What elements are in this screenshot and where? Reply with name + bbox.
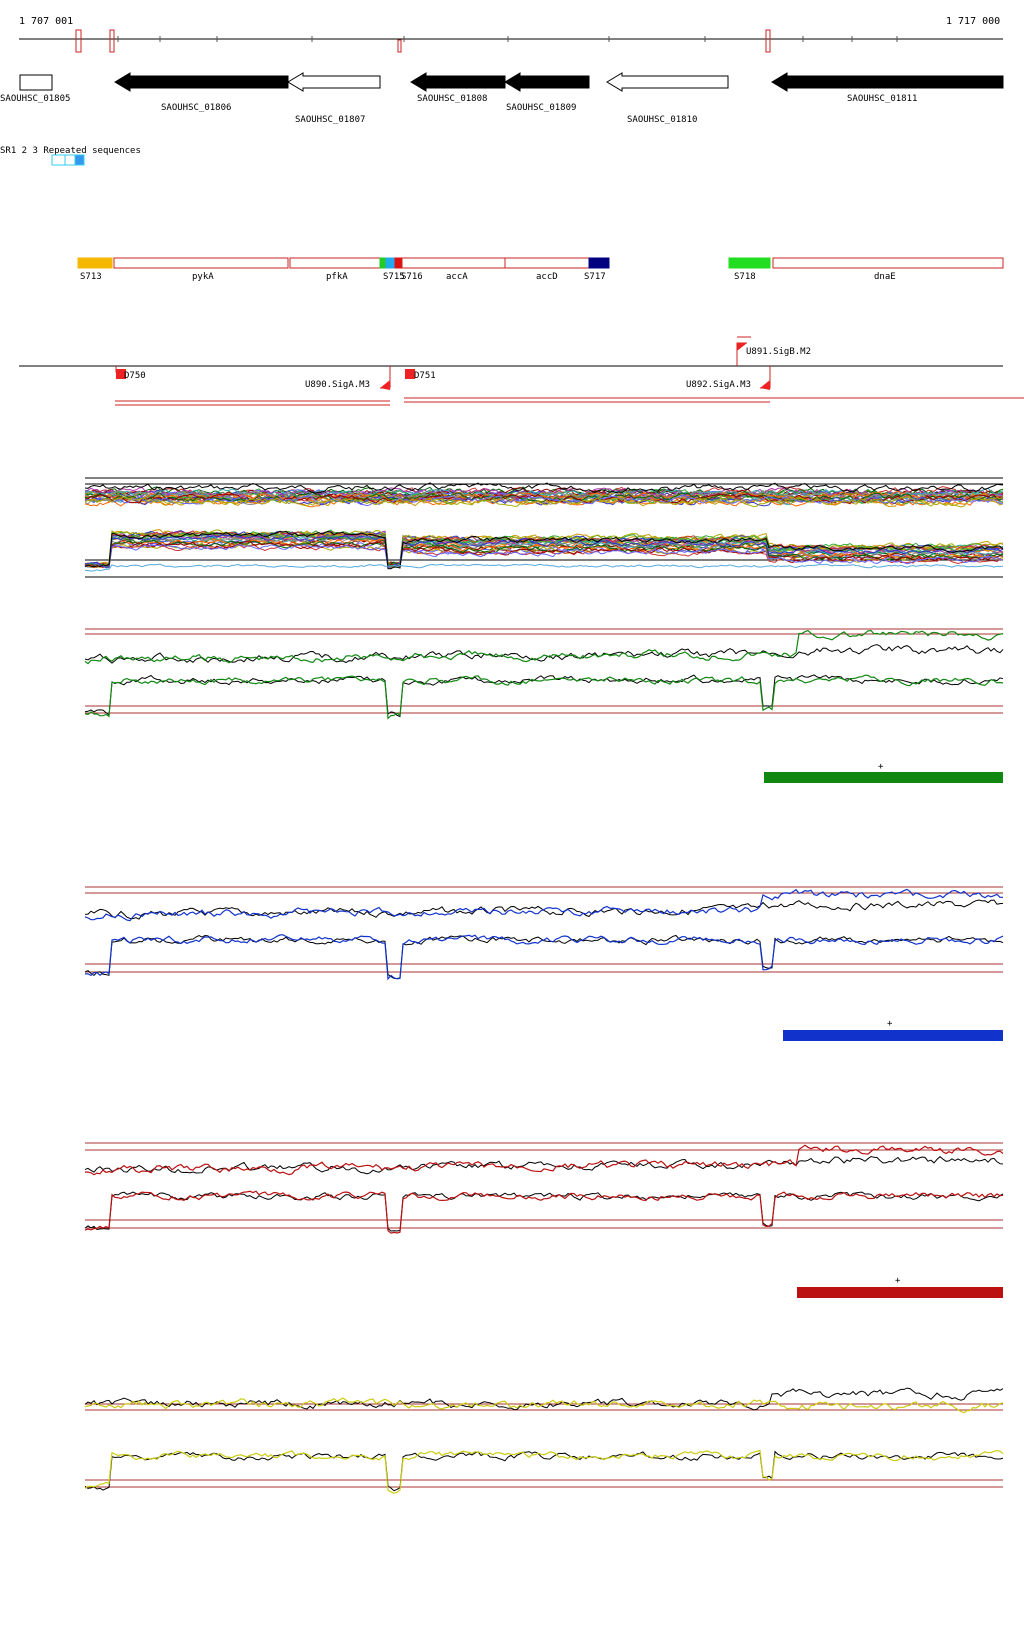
feature-label: S718 — [734, 272, 756, 282]
expression-trace — [84, 493, 1004, 505]
gene-label: SAOUHSC_01806 — [161, 103, 231, 113]
expression-overview-plot — [84, 477, 1004, 578]
repeat-label: SR1 2 3 Repeated sequences — [0, 146, 141, 156]
expression-trace — [84, 934, 1004, 981]
feature-label: S715 — [383, 272, 405, 282]
feature-label: S717 — [584, 272, 606, 282]
expression-trace — [84, 934, 1004, 980]
promoter-marker[interactable]: U890.SigA.M3 — [305, 366, 391, 390]
strand-bar[interactable] — [783, 1030, 1003, 1041]
feature-label: accA — [446, 272, 468, 282]
strand-bar[interactable] — [764, 772, 1003, 783]
promoter-marker[interactable]: D751 — [405, 369, 436, 381]
ruler-marker[interactable] — [109, 29, 115, 53]
promoter-marker[interactable]: D750 — [115, 366, 146, 381]
expression-trace — [84, 1449, 1004, 1495]
promoter-label: U890.SigA.M3 — [305, 380, 370, 390]
expression-panel-yellow — [84, 1387, 1004, 1495]
promoter-track: D750 U890.SigA.M3 D751 U891.SigB.M2 U892… — [19, 336, 1024, 406]
strand-sign: + — [895, 1276, 901, 1286]
strand-bar[interactable] — [797, 1287, 1003, 1298]
feature-label: dnaE — [874, 272, 896, 282]
coord-start: 1 707 001 — [19, 16, 73, 27]
coord-end: 1 717 000 — [946, 16, 1000, 27]
ruler-marker[interactable] — [765, 29, 771, 53]
gene-arrow[interactable] — [504, 72, 590, 92]
expression-trace — [84, 888, 1003, 922]
expression-trace — [84, 543, 1004, 570]
ruler-ticks — [117, 36, 898, 42]
promoter-marker[interactable]: U892.SigA.M3 — [686, 366, 771, 390]
feature-box[interactable] — [113, 257, 289, 269]
feature-box[interactable] — [772, 257, 1004, 269]
promoter-marker[interactable]: U891.SigB.M2 — [736, 342, 811, 366]
promoter-label: U892.SigA.M3 — [686, 380, 751, 390]
expression-trace — [84, 492, 1004, 503]
expression-trace — [84, 490, 1004, 502]
ruler-marker[interactable] — [75, 29, 82, 53]
expression-trace — [84, 534, 1004, 568]
repeat-box[interactable] — [74, 154, 85, 166]
expression-trace — [84, 1397, 1004, 1414]
gene-label: SAOUHSC_01808 — [417, 94, 487, 104]
feature-label: accD — [536, 272, 558, 282]
expression-trace — [85, 563, 1004, 572]
gene-label: SAOUHSC_01811 — [847, 94, 917, 104]
promoter-label: D750 — [124, 371, 146, 381]
expression-panel-blue: + — [84, 886, 1004, 1041]
expression-trace — [84, 1387, 1004, 1411]
gene-box[interactable] — [19, 74, 53, 91]
repeat-box[interactable] — [51, 154, 66, 166]
gene-label: SAOUHSC_01810 — [627, 115, 697, 125]
feature-box[interactable] — [289, 257, 381, 269]
expression-trace — [84, 674, 1004, 720]
promoter-label: U891.SigB.M2 — [746, 347, 811, 357]
gene-track: SAOUHSC_01805 SAOUHSC_01806 SAOUHSC_0180… — [0, 72, 1004, 125]
expression-panel-red: + — [84, 1142, 1004, 1298]
gene-label: SAOUHSC_01807 — [295, 115, 365, 125]
expression-trace — [84, 674, 1004, 718]
coordinate-ruler: 1 707 001 1 717 000 — [19, 16, 1003, 53]
expression-trace — [84, 1155, 1004, 1175]
feature-label: S713 — [80, 272, 102, 282]
feature-box[interactable] — [588, 257, 610, 269]
gene-arrow[interactable] — [410, 72, 506, 92]
gene-arrow[interactable] — [287, 72, 381, 92]
strand-sign: + — [878, 762, 884, 772]
promoter-label: D751 — [414, 371, 436, 381]
expression-trace — [84, 530, 1004, 569]
expression-trace — [84, 1144, 1004, 1176]
expression-trace — [84, 482, 1004, 494]
expression-panel-green: + — [84, 628, 1004, 783]
gene-label: SAOUHSC_01805 — [0, 94, 70, 104]
feature-label: pykA — [192, 272, 214, 282]
expression-trace — [84, 530, 1004, 570]
gene-arrow[interactable] — [771, 72, 1004, 92]
ruler-marker[interactable] — [397, 39, 402, 53]
expression-trace — [84, 899, 1004, 920]
expression-trace — [84, 1191, 1004, 1232]
gene-arrow[interactable] — [606, 72, 729, 92]
feature-label: S716 — [401, 272, 423, 282]
feature-box[interactable] — [728, 257, 771, 269]
feature-box[interactable] — [401, 257, 506, 269]
expression-trace — [84, 1450, 1004, 1492]
expression-trace — [84, 644, 1004, 664]
expression-trace — [84, 629, 1004, 665]
repeated-sequences-track: SR1 2 3 Repeated sequences — [0, 146, 141, 166]
feature-label: pfkA — [326, 272, 348, 282]
expression-trace — [84, 541, 1004, 569]
gene-label: SAOUHSC_01809 — [506, 103, 576, 113]
expression-trace — [84, 1190, 1004, 1234]
expression-trace — [84, 496, 1004, 508]
feature-box[interactable] — [504, 257, 590, 269]
repeat-box[interactable] — [64, 154, 76, 166]
strand-sign: + — [887, 1019, 893, 1029]
gene-arrow[interactable] — [114, 72, 289, 92]
feature-box[interactable] — [77, 257, 113, 269]
